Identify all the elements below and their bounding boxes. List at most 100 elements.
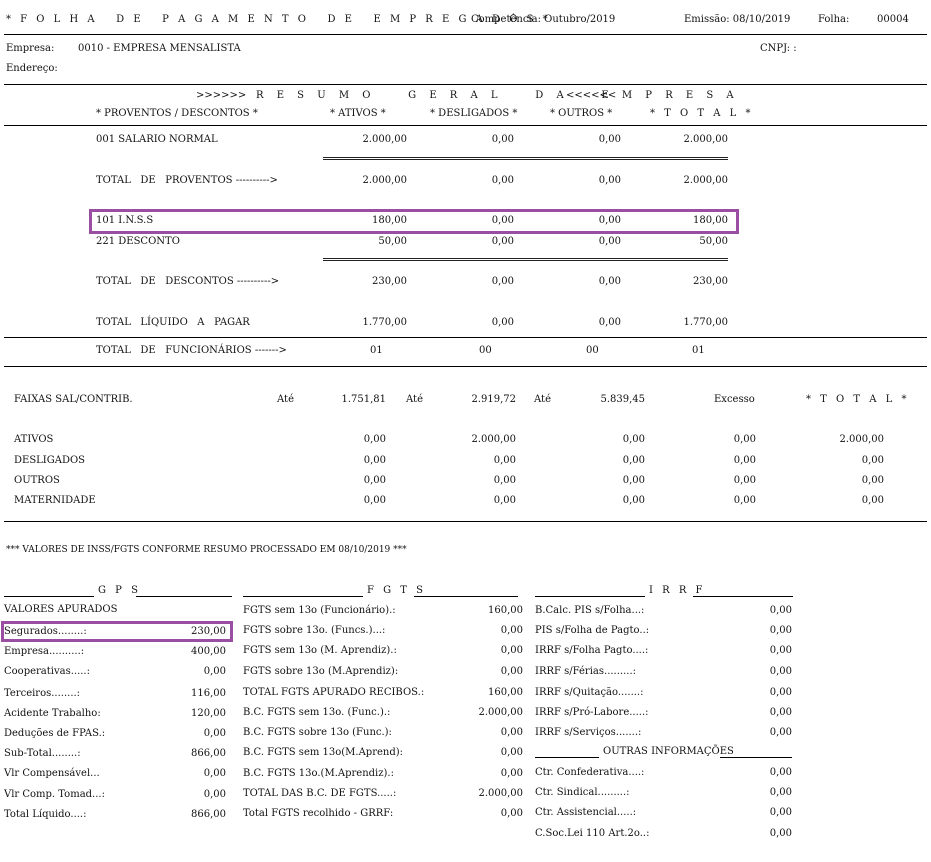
irrf-row-value: 0,00 [769, 727, 792, 738]
outras-row-value: 0,00 [769, 787, 792, 798]
gps-row-value: 866,00 [191, 809, 226, 820]
outras-title-line-right [720, 757, 792, 758]
fgts-row-label: TOTAL FGTS APURADO RECIBOS.: [243, 687, 425, 698]
fgts-row-value: 160,00 [488, 687, 523, 698]
fgts-title-line-left [243, 596, 363, 597]
col-header-total: * T O T A L * [650, 108, 754, 119]
faixa-row-label: ATIVOS [14, 434, 54, 445]
fgts-row-value: 0,00 [500, 727, 523, 738]
col-header-proventos: * PROVENTOS / DESCONTOS * [96, 108, 258, 119]
valores-title: *** VALORES DE INSS/FGTS CONFORME RESUMO… [6, 545, 407, 555]
cell-ativos: 2.000,00 [362, 134, 407, 145]
faixa-cell: 0,00 [493, 455, 516, 466]
col-header-ativos: * ATIVOS * [330, 108, 386, 119]
irrf-row-label: B.Calc. PIS s/Folha...: [535, 605, 645, 616]
faixa-cell: 2.000,00 [471, 434, 516, 445]
divider [4, 34, 927, 35]
cell-desligados: 0,00 [491, 134, 514, 145]
faixa-total-header: * T O T A L * [806, 394, 910, 405]
report-title: * F O L H A D E P A G A M E N T O D E E … [6, 14, 551, 25]
faixa-ate-3: Até [534, 394, 551, 405]
faixa-cell: 0,00 [622, 455, 645, 466]
fgts-row-label: B.C. FGTS 13o.(M.Aprendiz).: [243, 768, 394, 779]
gps-row-value: 0,00 [203, 666, 226, 677]
outras-row-label: Ctr. Confederativa....: [535, 767, 645, 778]
fgts-title: F G T S [367, 585, 426, 596]
cell-desligados: 0,00 [491, 276, 514, 287]
cell-desligados: 00 [479, 345, 492, 356]
folha-label: Folha: [818, 14, 850, 25]
gps-row-label: Acidente Trabalho: [4, 708, 101, 719]
fgts-row-value: 0,00 [500, 747, 523, 758]
faixa-cell: 0,00 [622, 475, 645, 486]
cell-desligados: 0,00 [491, 236, 514, 247]
divider [4, 521, 927, 522]
gps-row-value: 120,00 [191, 708, 226, 719]
cell-ativos: 01 [370, 345, 383, 356]
gps-row-value: 116,00 [191, 688, 226, 699]
fgts-row-value: 0,00 [500, 645, 523, 656]
faixa-cell: 0,00 [733, 475, 756, 486]
irrf-row-label: PIS s/Folha de Pagto..: [535, 625, 650, 636]
gps-row-label: Segurados........: [4, 626, 87, 637]
fgts-row-value: 0,00 [500, 808, 523, 819]
fgts-row-label: FGTS sem 13o (M. Aprendiz).: [243, 645, 397, 656]
fgts-row-label: B.C. FGTS sem 13o(M.Aprend): [243, 747, 404, 758]
endereco-label: Endereço: [6, 63, 58, 74]
outras-row-label: Ctr. Sindical.........: [535, 787, 630, 798]
irrf-row-label: IRRF s/Férias.........: [535, 666, 636, 677]
cell-ativos: 50,00 [378, 236, 407, 247]
row-label: 101 I.N.S.S [96, 215, 154, 226]
gps-row-label: Total Líquido....: [4, 809, 87, 820]
gps-row-label: Vlr Comp. Tomad...: [4, 789, 105, 800]
gps-row-label: Empresa..........: [4, 646, 85, 657]
outras-row-label: C.Soc.Lei 110 Art.2o..: [535, 828, 650, 839]
cell-desligados: 0,00 [491, 215, 514, 226]
gps-row-value: 0,00 [203, 768, 226, 779]
cell-desligados: 0,00 [491, 175, 514, 186]
gps-row-value: 0,00 [203, 789, 226, 800]
fgts-row-label: TOTAL DAS B.C. DE FGTS.....: [243, 788, 397, 799]
faixa-row-label: OUTROS [14, 475, 60, 486]
fgts-title-line-right [414, 596, 518, 597]
cell-ativos: 230,00 [372, 276, 407, 287]
faixa-row-label: DESLIGADOS [14, 455, 86, 466]
cell-outros: 0,00 [598, 134, 621, 145]
faixa-row-label: MATERNIDADE [14, 495, 96, 506]
cell-outros: 00 [586, 345, 599, 356]
cell-outros: 0,00 [598, 276, 621, 287]
emissao: Emissão: 08/10/2019 [684, 14, 791, 25]
irrf-row-value: 0,00 [769, 666, 792, 677]
fgts-row-value: 0,00 [500, 625, 523, 636]
irrf-title: I R R F [649, 585, 706, 596]
cell-ativos: 180,00 [372, 215, 407, 226]
gps-row-label: Sub-Total........: [4, 748, 81, 759]
row-label: 221 DESCONTO [96, 236, 180, 247]
irrf-row-value: 0,00 [769, 707, 792, 718]
faixa-cell: 0,00 [493, 495, 516, 506]
faixa-value-3: 5.839,45 [600, 394, 645, 405]
gps-row-value: 230,00 [191, 626, 226, 637]
gps-row-value: 0,00 [203, 728, 226, 739]
cell-total: 230,00 [693, 276, 728, 287]
empresa-value: 0010 - EMPRESA MENSALISTA [78, 43, 241, 54]
faixa-cell: 0,00 [622, 434, 645, 445]
empresa-label: Empresa: [6, 43, 55, 54]
faixa-cell: 0,00 [861, 455, 884, 466]
fgts-row-label: Total FGTS recolhido - GRRF: [243, 808, 394, 819]
cell-total: 1.770,00 [683, 317, 728, 328]
irrf-row-value: 0,00 [769, 687, 792, 698]
gps-row-label: Vlr Compensável... [4, 768, 100, 779]
gps-subtitle: VALORES APURADOS [4, 604, 118, 615]
cell-total: 50,00 [699, 236, 728, 247]
row-label: TOTAL DE PROVENTOS ----------> [96, 175, 278, 186]
cell-total: 2.000,00 [683, 175, 728, 186]
gps-row-value: 866,00 [191, 748, 226, 759]
faixa-cell: 0,00 [861, 495, 884, 506]
fgts-row-label: FGTS sobre 13o (M.Aprendiz): [243, 666, 399, 677]
irrf-row-label: IRRF s/Quitação.......: [535, 687, 644, 698]
equals-line [323, 157, 728, 160]
cell-outros: 0,00 [598, 215, 621, 226]
faixa-cell: 0,00 [363, 495, 386, 506]
faixa-value-1: 1.751,81 [341, 394, 386, 405]
